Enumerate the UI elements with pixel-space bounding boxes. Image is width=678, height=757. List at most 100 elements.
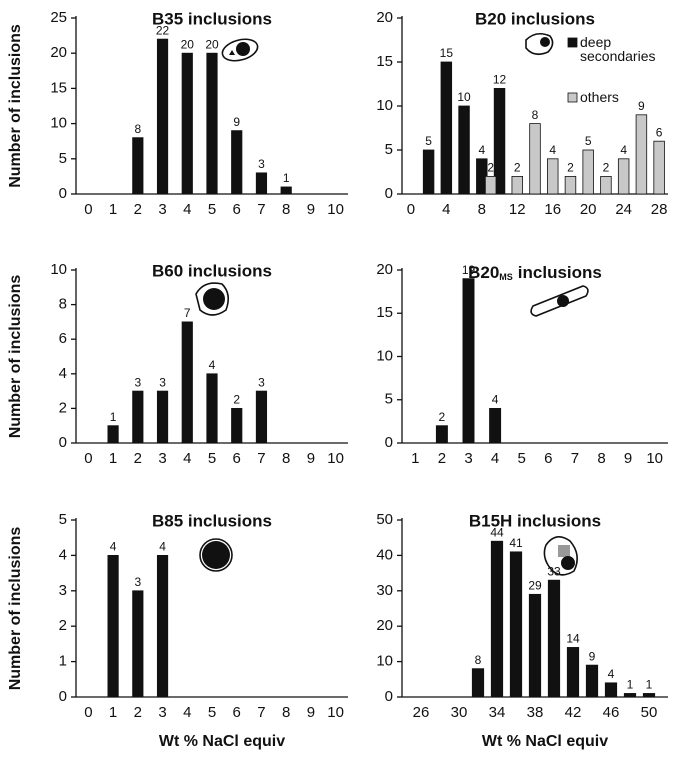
data-label: 4	[478, 143, 485, 157]
bar	[617, 158, 630, 195]
data-label: 9	[233, 115, 240, 129]
bar	[458, 105, 470, 195]
data-label: 41	[509, 536, 523, 550]
inclusion-icon	[525, 32, 554, 56]
y-tick-label: 20	[376, 9, 393, 26]
legend-item: others	[580, 90, 619, 105]
x-tick-label: 30	[451, 704, 468, 721]
bar	[181, 321, 193, 444]
x-tick-label: 10	[327, 704, 344, 721]
chart-title: B20 inclusions	[475, 9, 595, 28]
x-tick-label: 9	[307, 704, 315, 721]
y-tick-label: 5	[59, 150, 67, 167]
y-tick-label: 10	[376, 653, 393, 670]
data-label: 2	[233, 393, 240, 407]
x-tick-label: 5	[208, 704, 216, 721]
panel: 0 10 20 30 40 50 B15H inclusions Wt % NaCl equi…	[376, 511, 668, 750]
bar	[604, 682, 618, 698]
x-tick-label: 9	[307, 201, 315, 218]
inclusion-icon	[221, 38, 259, 62]
x-tick-label: 3	[464, 450, 472, 467]
y-tick-label: 3	[59, 582, 67, 599]
bar	[600, 175, 612, 195]
x-tick-label: 7	[257, 201, 265, 218]
x-tick-label: 16	[544, 201, 561, 218]
bar	[255, 172, 268, 195]
data-label: 2	[514, 161, 521, 175]
y-tick-label: 10	[50, 261, 67, 278]
bar	[493, 88, 506, 195]
bar	[206, 52, 218, 195]
y-tick-label: 1	[59, 653, 67, 670]
y-tick-label: 10	[50, 115, 67, 132]
x-tick-label: 4	[183, 704, 191, 721]
bar	[132, 590, 144, 698]
x-tick-label: 26	[413, 704, 430, 721]
x-tick-label: 12	[509, 201, 526, 218]
data-label: 3	[134, 575, 141, 589]
data-label: 2	[439, 410, 446, 424]
data-label: 4	[608, 667, 615, 681]
x-tick-label: 50	[641, 704, 658, 721]
x-tick-label: 9	[624, 450, 632, 467]
data-label: 8	[532, 108, 539, 122]
x-tick-label: 0	[84, 450, 92, 467]
legend-label: deep secondaries	[580, 35, 656, 64]
chart-title: B15H inclusions	[469, 511, 601, 530]
y-axis-label: Number of inclusions	[7, 24, 24, 188]
data-label: 15	[440, 46, 454, 60]
x-tick-label: 0	[84, 704, 92, 721]
bar	[181, 52, 193, 195]
x-tick-label: 7	[571, 450, 579, 467]
bar	[471, 668, 485, 698]
bar	[490, 540, 504, 698]
bar	[484, 175, 497, 195]
x-tick-label: 8	[282, 704, 290, 721]
data-label: 3	[258, 157, 265, 171]
inclusion-icon	[543, 536, 578, 576]
title-suffix: inclusions	[518, 263, 602, 282]
data-label: 20	[205, 37, 219, 51]
x-tick-label: 7	[257, 450, 265, 467]
bar	[489, 407, 502, 444]
bar	[653, 140, 665, 195]
data-label: 2	[487, 161, 494, 175]
x-tick-label: 6	[544, 450, 552, 467]
x-tick-label: 5	[208, 201, 216, 218]
data-label: 4	[110, 540, 117, 554]
data-label: 5	[425, 134, 432, 148]
data-label: 14	[566, 632, 580, 646]
x-tick-label: 24	[615, 201, 632, 218]
x-tick-label: 10	[327, 450, 344, 467]
legend-label: others	[580, 90, 619, 105]
y-tick-label: 6	[59, 330, 67, 347]
y-tick-label: 0	[59, 688, 67, 705]
bar	[564, 175, 577, 195]
x-tick-label: 2	[134, 450, 142, 467]
bar	[156, 390, 169, 444]
y-tick-label: 2	[59, 399, 67, 416]
bar	[231, 130, 243, 195]
y-tick-label: 20	[50, 44, 67, 61]
bar	[529, 123, 541, 195]
x-tick-label: 2	[438, 450, 446, 467]
x-tick-label: 4	[183, 450, 191, 467]
legend-swatch	[567, 92, 578, 103]
y-tick-label: 50	[376, 511, 393, 528]
x-tick-label: 0	[407, 201, 415, 218]
y-tick-label: 0	[385, 688, 393, 705]
bar	[623, 693, 637, 698]
y-axis-label: Number of inclusions	[7, 275, 24, 439]
y-tick-label: 30	[376, 582, 393, 599]
bar	[231, 407, 243, 444]
x-tick-label: 46	[603, 704, 620, 721]
title-main: B20	[468, 263, 499, 282]
bar	[462, 278, 475, 444]
data-label: 4	[159, 540, 166, 554]
x-tick-label: 6	[233, 704, 241, 721]
x-tick-label: 8	[282, 450, 290, 467]
y-tick-label: 0	[385, 185, 393, 202]
x-tick-label: 28	[651, 201, 668, 218]
